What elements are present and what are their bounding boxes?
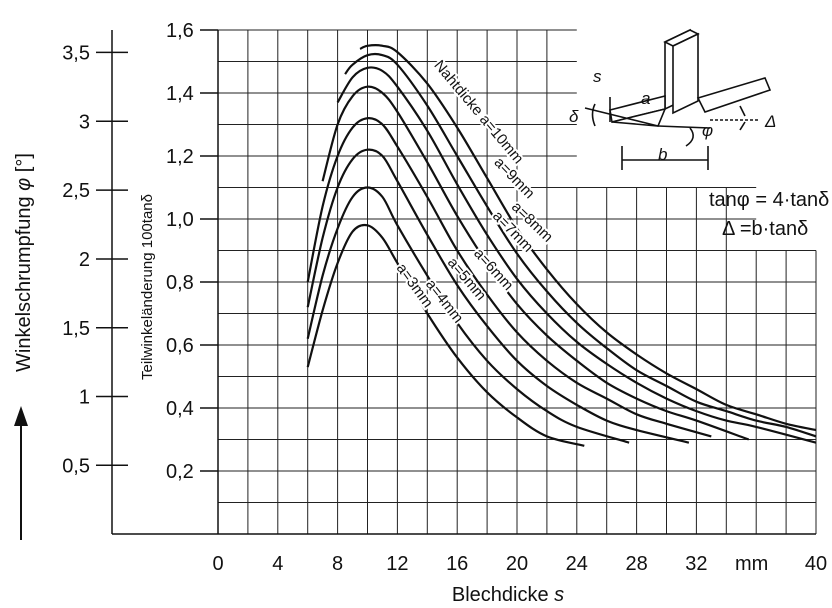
detail-label-phi: φ: [702, 121, 713, 140]
series-line-a=4mm: [306, 186, 630, 444]
y-axis-left-label-text: Winkelschrumpfung: [13, 196, 35, 372]
inner-y-tick-label: 0,8: [166, 272, 194, 294]
series-line-a=8mm: [336, 66, 817, 444]
left-y-tick-label: 1: [79, 387, 90, 409]
series-line-a=10mm: [359, 44, 817, 432]
y-axis-left-label-unit: [°]: [13, 153, 35, 172]
inner-y-tick-label: 0,4: [166, 398, 194, 420]
up-arrow-icon: [14, 406, 28, 540]
series-line-a=5mm: [306, 148, 690, 444]
detail-label-a: a: [641, 89, 650, 108]
left-y-tick-label: 1,5: [62, 318, 90, 340]
x-tick-label: 4: [272, 553, 283, 575]
x-tick-label: 12: [386, 553, 408, 575]
y-axis-left-label-symbol: φ: [13, 178, 35, 191]
x-tick-label: 28: [625, 553, 647, 575]
left-y-tick-label: 2: [79, 249, 90, 271]
x-tick-label: 32: [685, 553, 707, 575]
series-line-a=3mm: [306, 223, 585, 447]
x-axis-unit: mm: [735, 553, 768, 575]
y-axis-left-label: Winkelschrumpfung φ [°]: [13, 153, 35, 372]
detail-label-delta: δ: [569, 107, 579, 126]
left-y-tick-label: 3,5: [62, 42, 90, 64]
x-tick-label: 40: [805, 553, 827, 575]
x-tick-label: 8: [332, 553, 343, 575]
inner-y-tick-label: 1,2: [166, 146, 194, 168]
formula-tan-phi: tanφ = 4·tanδ: [709, 189, 829, 211]
left-y-tick-label: 0,5: [62, 455, 90, 477]
detail-label-b: b: [658, 145, 667, 164]
series-curves: [306, 44, 817, 447]
curve-label-a=10mm: Nahtdicke a=10mm: [430, 57, 526, 167]
left-y-tick-label: 3: [79, 111, 90, 133]
inner-y-tick-label: 1,6: [166, 20, 194, 42]
x-axis-label-symbol: s: [554, 584, 564, 606]
left-y-tick-label: 2,5: [62, 180, 90, 202]
inner-y-tick-label: 1,4: [166, 83, 194, 105]
x-axis-label-text: Blechdicke: [452, 584, 549, 606]
curve-labels: a=3mma=4mma=5mma=6mma=7mma=8mma=9mmNahtd…: [391, 55, 558, 328]
series-line-a=9mm: [344, 52, 817, 438]
inner-y-tick-label: 0,2: [166, 461, 194, 483]
y-axis-inner-label: Teilwinkeländerung 100tanδ: [139, 194, 156, 380]
series-line-a=6mm: [306, 117, 712, 438]
x-tick-label: 24: [566, 553, 588, 575]
x-axis-label: Blechdicke s: [452, 584, 564, 606]
formula-delta: Δ =b·tanδ: [722, 218, 808, 240]
inner-y-tick-label: 1,0: [166, 209, 194, 231]
x-tick-label: 20: [506, 553, 528, 575]
inner-y-tick-label: 0,6: [166, 335, 194, 357]
x-tick-label: 16: [446, 553, 468, 575]
series-line-a=7mm: [321, 85, 750, 441]
axes: 0 4 8 12 16 20 24 28 32 400,20,40,60,81,01,21,41,…: [62, 20, 827, 575]
detail-label-Delta: Δ: [764, 112, 776, 131]
x-tick-label: 0: [212, 553, 223, 575]
detail-label-s: s: [593, 67, 602, 86]
weld-detail-sketch: [584, 28, 772, 170]
